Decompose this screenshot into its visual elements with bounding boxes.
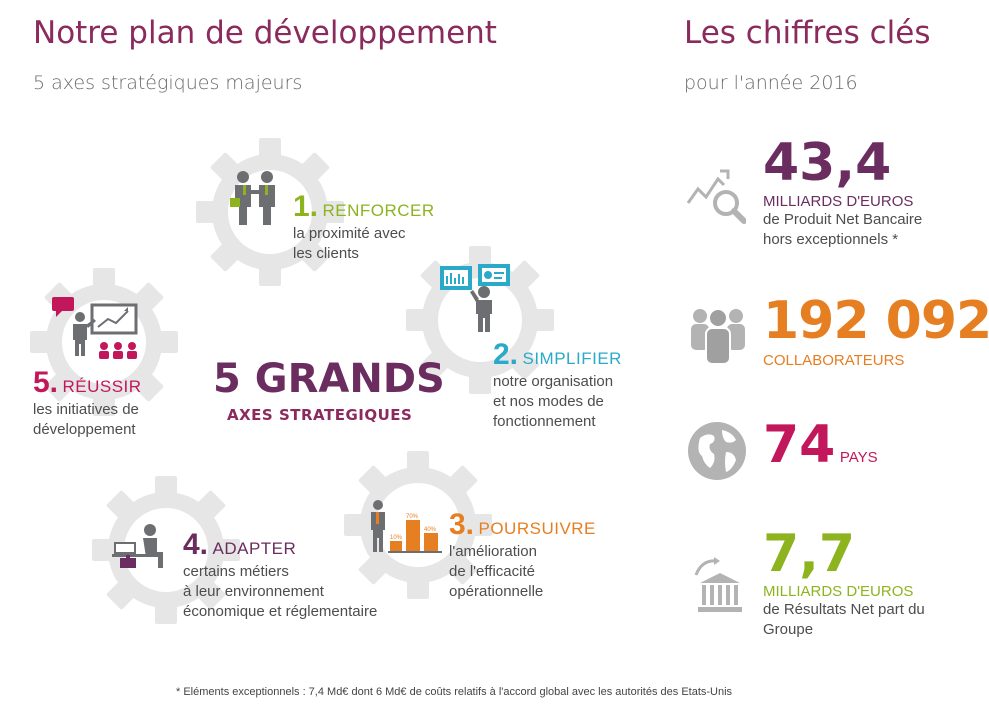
kpi-collaborateurs-label: COLLABORATEURS [763,352,905,369]
people-group-icon [691,308,745,364]
kpi-pnb-value: 43,4 [763,133,892,193]
axis-2: 2. SIMPLIFIER notre organisation et nos … [493,338,622,432]
chart-label-b: 70% [406,514,419,520]
right-subtitle: pour l'année 2016 [684,72,858,94]
kpi-resultat-desc-line: de Résultats Net part du [763,601,925,618]
axis-1-desc-line: les clients [293,245,359,262]
axis-2-word: SIMPLIFIER [522,349,622,368]
kpi-pnb: 43,4 MILLIARDS D'EUROS de Produit Net Ba… [763,133,922,250]
axis-1-desc-line: la proximité avec [293,225,406,242]
kpi-resultat-label: MILLIARDS D'EUROS [763,583,914,600]
chart-label-a: 10% [390,535,403,541]
axis-4-desc-line: à leur environnement [183,583,324,600]
axis-5-desc-line: les initiatives de [33,401,139,418]
kpi-pnb-desc-line: de Produit Net Bancaire [763,211,923,228]
chart-magnifier-icon [686,169,746,224]
axis-4-number: 4. [183,528,209,561]
kpi-pays-label: PAYS [839,449,878,466]
axis-3-desc-line: de l'efficacité [449,563,535,580]
globe-icon [688,422,746,480]
axis-5: 5. RÉUSSIR les initiatives de développem… [33,366,142,440]
axis-5-number: 5. [33,366,59,399]
axis-3-number: 3. [449,508,475,541]
presenter-board-icon [52,297,138,359]
kpi-pnb-label: MILLIARDS D'EUROS [763,193,914,210]
kpi-resultat-desc-line: Groupe [763,621,814,638]
kpi-resultat: 7,7 MILLIARDS D'EUROS de Résultats Net p… [763,525,925,640]
presenter-dashboard-icon [440,264,510,332]
axis-1: 1. RENFORCER la proximité avec les clien… [293,190,435,264]
bank-building-icon [694,557,742,612]
axis-1-number: 1. [293,190,319,223]
kpi-collaborateurs-value: 192 092 [763,291,989,351]
kpi-pays: 74 PAYS [763,415,878,475]
axis-5-word: RÉUSSIR [62,377,142,396]
axis-3-desc-line: opérationnelle [449,583,544,600]
axis-2-desc-line: notre organisation [493,373,614,390]
axis-2-number: 2. [493,338,519,371]
center-big-text: 5 GRANDS [213,356,445,402]
axis-2-desc-line: fonctionnement [493,413,596,430]
chart-label-c: 40% [424,527,437,533]
axis-4-desc-line: économique et réglementaire [183,603,378,620]
axis-4-desc-line: certains métiers [183,563,289,580]
axis-5-desc-line: développement [33,421,136,438]
axis-3-word: POURSUIVRE [478,519,596,538]
person-desk-icon [112,524,163,568]
footnote: * Eléments exceptionnels : 7,4 Md€ dont … [176,686,733,698]
axis-3: 3. POURSUIVRE l'amélioration de l'effica… [449,508,596,602]
kpi-pnb-desc-line: hors exceptionnels * [763,231,899,248]
kpi-pays-value: 74 [763,415,836,475]
kpi-collaborateurs: 192 092 COLLABORATEURS [763,290,989,369]
left-title: Notre plan de développement [33,15,497,51]
left-subtitle: 5 axes stratégiques majeurs [33,72,303,94]
kpi-resultat-value: 7,7 [763,524,856,584]
right-title: Les chiffres clés [684,15,931,51]
axis-4: 4. ADAPTER certains métiers à leur envir… [183,528,377,622]
axis-3-desc-line: l'amélioration [449,543,537,560]
handshake-people-icon [230,171,275,225]
axis-2-desc-line: et nos modes de [493,393,604,410]
center-sub-text: AXES STRATEGIQUES [227,406,413,424]
axis-1-word: RENFORCER [322,201,435,220]
presenter-barchart-icon: 10% 70% 40% [371,500,442,553]
axis-4-word: ADAPTER [212,539,297,558]
